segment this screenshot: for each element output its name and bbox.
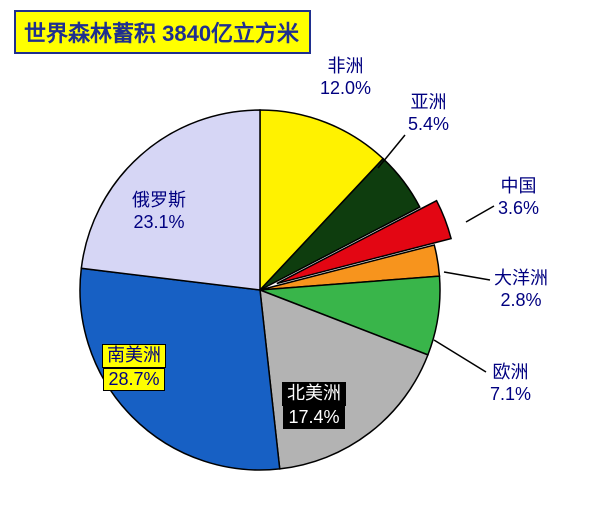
slice-pct: 12.0% [320,78,371,98]
slice-label-africa: 非洲 12.0% [320,56,371,99]
slice-label-samerica: 南美洲 28.7% [102,344,166,391]
slice-label-russia: 俄罗斯 23.1% [132,190,186,233]
slice-name: 俄罗斯 [132,190,186,210]
slice-pct: 23.1% [133,212,184,232]
slice-name: 南美洲 [102,344,166,368]
slice-label-namerica: 北美洲 17.4% [282,382,346,429]
chart-title: 世界森林蓄积 3840亿立方米 [14,10,311,54]
slice-pct: 2.8% [500,290,541,310]
leader-line-europe [434,340,486,372]
slice-label-asia: 亚洲 5.4% [408,92,449,135]
slice-pct: 17.4% [283,406,344,430]
slice-pct: 5.4% [408,114,449,134]
slice-name: 非洲 [328,56,364,76]
slice-pct: 7.1% [490,384,531,404]
slice-name: 北美洲 [282,382,346,406]
slice-pct: 3.6% [498,198,539,218]
slice-name: 欧洲 [493,362,529,382]
leader-line-oceania [444,272,490,280]
slice-name: 亚洲 [411,92,447,112]
slice-name: 大洋洲 [494,268,548,288]
slice-pct: 28.7% [103,368,164,392]
slice-name: 中国 [501,176,537,196]
slice-label-oceania: 大洋洲 2.8% [494,268,548,311]
slice-label-europe: 欧洲 7.1% [490,362,531,405]
pie-chart-container: 世界森林蓄积 3840亿立方米 非洲 12.0% 亚洲 5.4% 中国 3.6%… [0,0,600,518]
slice-label-china: 中国 3.6% [498,176,539,219]
pie-chart [0,0,600,518]
leader-line-china [466,206,494,222]
leader-line-asia [378,135,405,168]
